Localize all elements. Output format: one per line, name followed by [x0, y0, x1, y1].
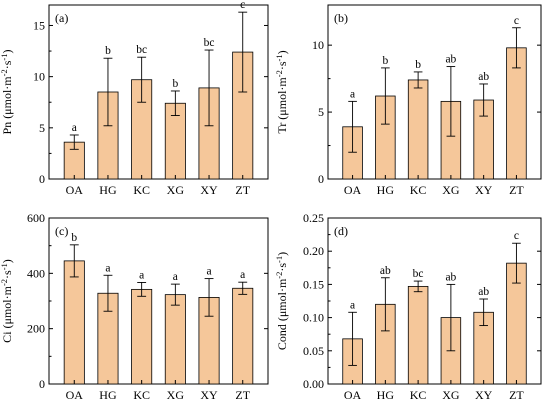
y-tick-label: 0.15: [303, 277, 324, 291]
x-tick-label: KC: [133, 183, 150, 197]
significance-label: c: [240, 0, 245, 11]
x-tick-label: XY: [200, 388, 218, 402]
significance-label: c: [514, 15, 519, 27]
panel-label: (d): [334, 224, 348, 238]
x-tick-label: XG: [167, 388, 185, 402]
x-tick-label: KC: [410, 183, 427, 197]
x-tick-label: KC: [410, 388, 427, 402]
x-tick-label: ZT: [509, 183, 524, 197]
x-tick-label: OA: [344, 183, 362, 197]
y-tick-label: 0: [39, 377, 45, 391]
y-tick-label: 0.20: [303, 244, 324, 258]
bar-kc: [407, 79, 429, 180]
y-tick-label: 0.25: [303, 211, 324, 225]
y-tick-label: 0.00: [303, 377, 324, 391]
significance-label: b: [172, 78, 178, 90]
x-tick-label: OA: [66, 183, 84, 197]
significance-label: a: [240, 269, 245, 281]
bar-xg: [164, 294, 186, 385]
panel-label: (c): [55, 224, 68, 238]
y-tick-label: 0.10: [303, 311, 324, 325]
x-tick-label: HG: [99, 183, 117, 197]
chart-panel-4: 0.00 0.05 0.10 0.15 0.20 0.25 a OA ab HG bc KC ab XG a…: [274, 211, 542, 402]
panel-label: (b): [334, 11, 348, 25]
x-tick-label: HG: [99, 388, 117, 402]
significance-label: bc: [204, 37, 215, 49]
significance-label: ab: [380, 265, 391, 277]
x-tick-label: ZT: [235, 388, 250, 402]
y-tick-label: 10: [312, 38, 324, 52]
significance-label: bc: [136, 44, 147, 56]
y-tick-label: 600: [27, 211, 45, 225]
x-tick-label: XY: [475, 388, 493, 402]
x-tick-label: ZT: [509, 388, 524, 402]
significance-label: ab: [478, 71, 489, 83]
y-tick-label: 10: [33, 70, 45, 84]
chart-panel-1: 0 5 10 15 a OA b HG bc KC b XG bc XY c ZT (a) Pn (μmol·m-…: [0, 0, 269, 197]
significance-label: a: [350, 88, 355, 100]
x-tick-label: OA: [344, 388, 362, 402]
x-tick-label: KC: [133, 388, 150, 402]
x-tick-label: XG: [442, 388, 460, 402]
significance-label: ab: [445, 54, 456, 66]
x-tick-label: HG: [377, 183, 395, 197]
significance-label: a: [350, 299, 355, 311]
y-tick-label: 0.05: [303, 344, 324, 358]
chart-panel-2: 0 5 10 a OA b HG b KC ab XG ab XY c ZT (b) Tr (μmol·m-2·…: [274, 4, 542, 197]
y-axis-title: Ci (μmol·m-2·s-1): [0, 259, 14, 343]
significance-label: b: [105, 45, 111, 57]
y-tick-label: 5: [39, 121, 45, 135]
x-tick-label: XG: [442, 183, 460, 197]
significance-label: c: [514, 230, 519, 242]
bar-oa: [63, 260, 85, 385]
significance-label: b: [71, 232, 77, 244]
y-tick-label: 400: [27, 266, 45, 280]
x-tick-label: HG: [377, 388, 395, 402]
y-tick-label: 0: [318, 172, 324, 186]
x-tick-label: XY: [475, 183, 493, 197]
significance-label: b: [415, 59, 421, 71]
plot-frame: [327, 4, 542, 180]
y-axis-title: Pn (μmol·m-2·s-1): [0, 50, 14, 135]
y-axis-title: Cond (μmol·m-2·s-1): [274, 252, 289, 350]
significance-label: a: [139, 269, 144, 281]
significance-label: b: [382, 55, 388, 67]
x-tick-label: XY: [200, 183, 218, 197]
significance-label: bc: [413, 268, 424, 280]
bar-kc: [407, 285, 429, 385]
significance-label: ab: [478, 286, 489, 298]
significance-label: a: [72, 122, 77, 134]
significance-label: a: [173, 271, 178, 283]
significance-label: a: [105, 262, 110, 274]
panel-label: (a): [55, 11, 68, 25]
y-tick-label: 0: [39, 172, 45, 186]
x-tick-label: XG: [167, 183, 185, 197]
y-tick-label: 15: [33, 18, 45, 32]
y-axis-title: Tr (μmol·m-2·s-1): [274, 50, 289, 133]
y-tick-label: 5: [318, 105, 324, 119]
bar-zt: [232, 287, 254, 385]
x-tick-label: ZT: [235, 183, 250, 197]
significance-label: ab: [445, 271, 456, 283]
significance-label: a: [206, 266, 211, 278]
x-tick-label: OA: [66, 388, 84, 402]
y-tick-label: 200: [27, 322, 45, 336]
bar-kc: [131, 288, 153, 385]
plot-frame: [48, 4, 269, 180]
chart-panel-3: 0 200 400 600 b OA a HG a KC a XG a XY a ZT (c) Ci (μmol·…: [0, 211, 269, 402]
